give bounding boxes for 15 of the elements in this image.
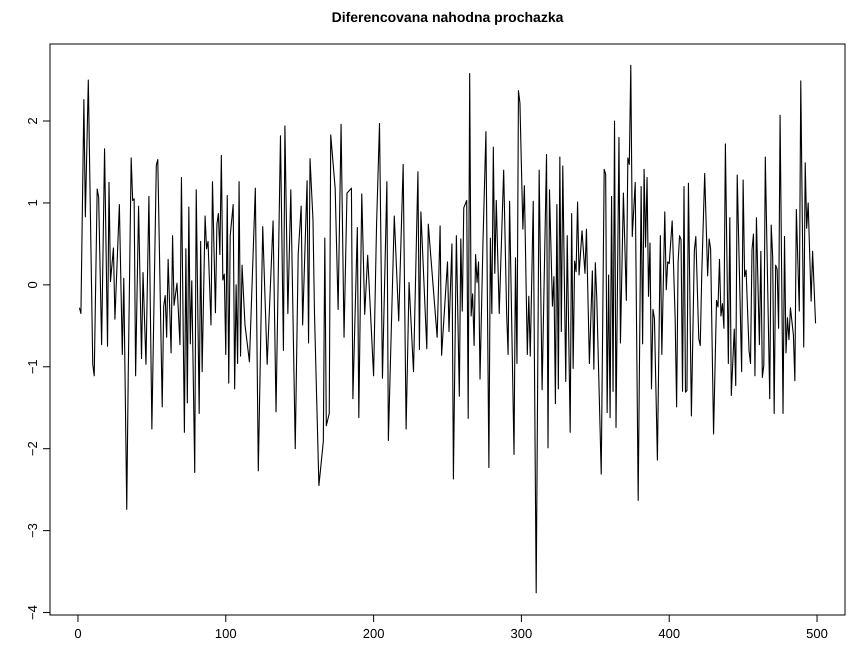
y-tick-label: 0 [25, 281, 40, 288]
x-tick-label: 200 [362, 626, 384, 641]
chart-title: Diferencovana nahodna prochazka [332, 9, 564, 25]
x-tick-label: 0 [74, 626, 82, 641]
y-tick-label: −3 [25, 523, 40, 538]
y-tick-label: 2 [25, 117, 40, 125]
x-tick-label: 100 [214, 626, 237, 641]
x-tick-label: 500 [806, 626, 828, 641]
x-tick-label: 300 [510, 626, 532, 641]
y-tick-label: −4 [25, 605, 40, 620]
x-tick-label: 400 [658, 626, 680, 641]
line-series [78, 64, 816, 594]
y-tick-label: 1 [25, 199, 40, 207]
y-tick-label: −2 [25, 441, 40, 456]
y-tick-label: −1 [25, 359, 40, 374]
